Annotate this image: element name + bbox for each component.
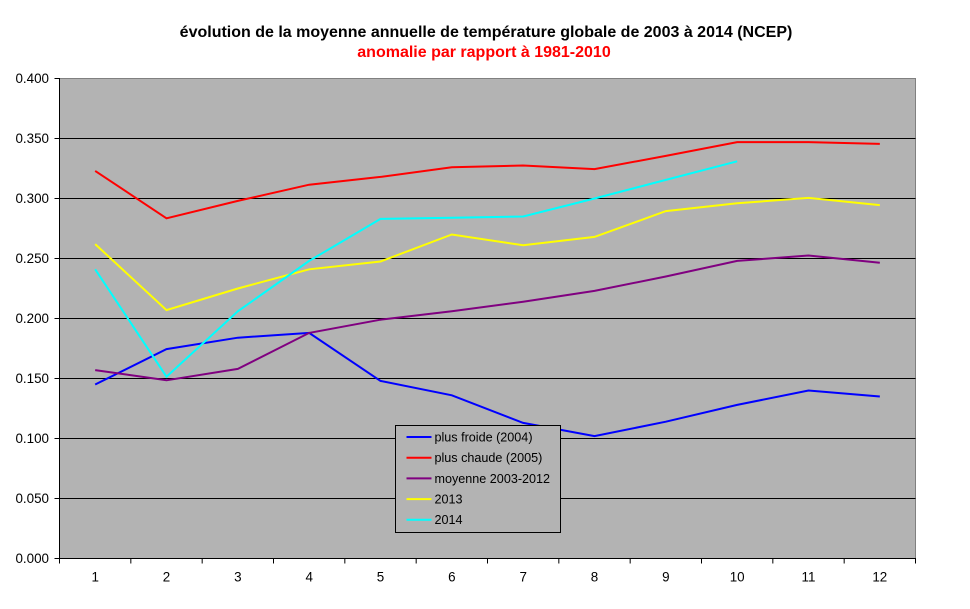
svg-text:8: 8 [591,570,598,585]
svg-text:0.000: 0.000 [15,551,49,566]
svg-text:0.250: 0.250 [15,251,49,266]
svg-text:9: 9 [662,570,669,585]
svg-text:12: 12 [872,570,887,585]
svg-text:anomalie par rapport à 1981-20: anomalie par rapport à 1981-2010 [357,44,611,61]
svg-text:évolution de la moyenne annuel: évolution de la moyenne annuelle de temp… [180,24,793,41]
svg-text:7: 7 [519,570,526,585]
svg-text:2014: 2014 [435,513,463,527]
svg-text:0.100: 0.100 [15,431,49,446]
svg-text:0.400: 0.400 [15,71,49,86]
svg-text:plus chaude (2005): plus chaude (2005) [435,451,543,465]
svg-text:11: 11 [802,570,816,585]
svg-text:6: 6 [448,570,455,585]
svg-text:4: 4 [305,570,313,585]
svg-text:2: 2 [163,570,170,585]
svg-text:0.200: 0.200 [15,311,49,326]
svg-text:3: 3 [234,570,241,585]
svg-text:2013: 2013 [435,493,463,507]
svg-text:10: 10 [730,570,745,585]
svg-text:1: 1 [91,570,98,585]
svg-text:plus froide (2004): plus froide (2004) [435,430,533,444]
svg-text:0.150: 0.150 [15,371,49,386]
svg-text:0.300: 0.300 [15,191,49,206]
svg-text:0.050: 0.050 [15,491,49,506]
svg-text:0.350: 0.350 [15,131,49,146]
svg-text:5: 5 [377,570,384,585]
svg-text:moyenne 2003-2012: moyenne 2003-2012 [435,472,551,486]
